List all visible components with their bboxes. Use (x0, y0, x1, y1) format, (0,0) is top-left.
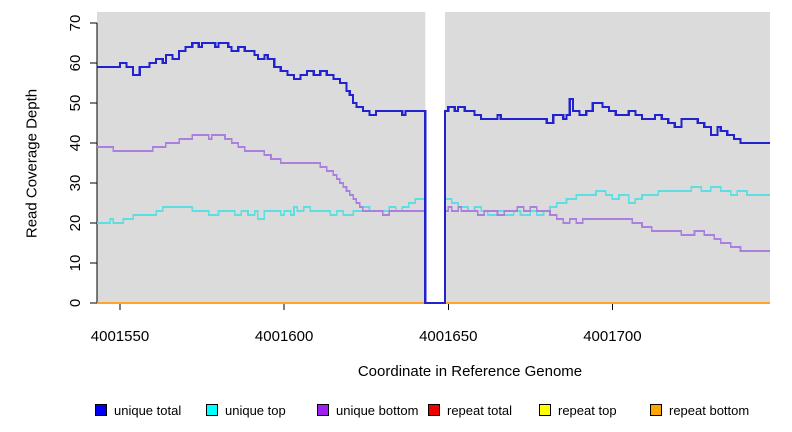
series-unique-total (97, 41, 770, 305)
legend-label: repeat bottom (669, 402, 750, 418)
y-axis-title: Read Coverage Depth (23, 88, 41, 239)
chart-legend: unique total unique top unique bottom repea… (0, 403, 792, 419)
legend-swatch-repeat-total (428, 404, 440, 416)
x-tick-label: 4001600 (255, 328, 313, 345)
legend-swatch-unique-top (206, 404, 218, 416)
legend-item-repeat-bottom: repeat bottom (650, 402, 750, 418)
legend-item-unique-total: unique total (95, 402, 182, 418)
legend-label: unique bottom (336, 402, 419, 418)
y-tick-label: 30 (67, 175, 84, 192)
legend-swatch-unique-total (95, 404, 107, 416)
legend-label: repeat top (558, 402, 617, 418)
legend-swatch-repeat-top (539, 404, 551, 416)
x-tick-label: 4001550 (91, 328, 149, 345)
legend-label: repeat total (447, 402, 513, 418)
legend-item-unique-top: unique top (206, 402, 286, 418)
x-tick-label: 4001700 (583, 328, 641, 345)
legend-item-repeat-total: repeat total (428, 402, 513, 418)
y-tick-label: 60 (67, 55, 84, 72)
zero-coverage-gap (425, 12, 445, 303)
y-tick-label: 70 (67, 15, 84, 32)
legend-swatch-repeat-bottom (650, 404, 662, 416)
legend-label: unique total (114, 402, 182, 418)
legend-swatch-unique-bottom (317, 404, 329, 416)
legend-label: unique top (225, 402, 286, 418)
series-unique-bottom (97, 134, 770, 252)
series-unique-top (97, 186, 770, 224)
y-tick-label: 50 (67, 95, 84, 112)
y-tick-label: 40 (67, 135, 84, 152)
y-tick-label: 20 (67, 215, 84, 232)
legend-item-repeat-top: repeat top (539, 402, 617, 418)
x-axis-title: Coordinate in Reference Genome (357, 363, 583, 380)
x-tick-label: 4001650 (419, 328, 477, 345)
legend-item-unique-bottom: unique bottom (317, 402, 419, 418)
y-tick-label: 0 (67, 299, 84, 307)
y-tick-label: 10 (67, 255, 84, 272)
